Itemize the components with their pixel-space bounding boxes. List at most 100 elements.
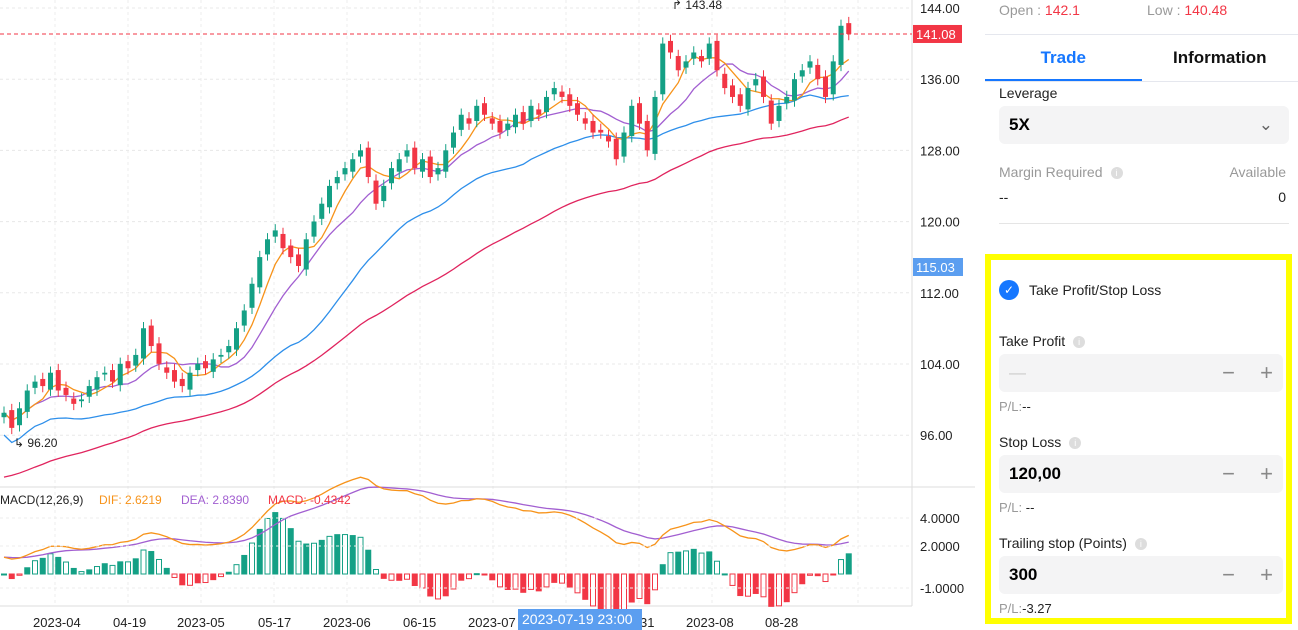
macd-bar: [621, 573, 627, 616]
candle-body: [435, 168, 441, 175]
macd-bar: [109, 564, 116, 575]
price-chart[interactable]: 144.00 136.00 128.00 120.00 112.00 104.00 96.0…: [0, 0, 975, 630]
candle-body: [373, 180, 379, 204]
candle-body: [1, 412, 7, 418]
minus-icon[interactable]: −: [1222, 461, 1235, 486]
minus-icon[interactable]: −: [1222, 360, 1235, 385]
macd-bar: [272, 512, 279, 575]
price-tick: 112.00: [920, 286, 959, 301]
candle-body: [350, 159, 356, 172]
macd-bar: [132, 558, 139, 575]
macd-bar: [303, 543, 310, 575]
leverage-value: 5X: [1009, 115, 1030, 134]
margin-label: Margin Required i: [999, 164, 1123, 180]
info-icon[interactable]: i: [1110, 167, 1123, 179]
macd-bar: [70, 567, 77, 575]
date-tick: 08-28: [765, 615, 798, 630]
info-icon[interactable]: i: [1134, 538, 1147, 550]
available-label: Available: [1229, 164, 1286, 180]
plus-icon[interactable]: +: [1260, 461, 1273, 486]
macd-bar: [218, 573, 224, 578]
leverage-select[interactable]: 5X ⌄: [999, 106, 1289, 144]
trailing-stop-input[interactable]: 300− +: [999, 556, 1283, 594]
candle-body: [55, 370, 61, 391]
candle-body: [296, 254, 301, 266]
candle-body: [714, 40, 720, 71]
macd-bar: [559, 573, 565, 584]
candle-body: [319, 203, 325, 219]
candle-body: [334, 177, 340, 184]
take-profit-input[interactable]: — − +: [999, 354, 1283, 392]
macd-bar: [8, 573, 15, 580]
macd-bar: [225, 571, 232, 575]
macd-bar: [698, 552, 705, 575]
candle-body: [489, 118, 495, 124]
macd-bar: [551, 573, 558, 583]
macd-bar: [78, 571, 85, 575]
macd-bar: [442, 573, 449, 597]
candle-body: [156, 343, 162, 364]
macd-bar: [148, 551, 155, 575]
candle-body: [776, 105, 782, 121]
plus-icon[interactable]: +: [1260, 360, 1273, 385]
info-icon[interactable]: i: [1073, 336, 1086, 348]
stop-loss-input[interactable]: 120,00− +: [999, 455, 1283, 493]
macd-bar: [210, 573, 217, 581]
macd-bar: [721, 573, 728, 576]
macd-tick: -1.0000: [920, 581, 964, 596]
ma-line-long: [3, 116, 849, 478]
candle-body: [768, 100, 774, 124]
dea-label: DEA: 2.8390: [181, 493, 249, 507]
macd-bar: [489, 573, 496, 581]
candle-body: [784, 96, 790, 104]
candle-body: [466, 118, 472, 124]
candle-body: [365, 147, 371, 178]
macd-bar: [32, 560, 38, 575]
macd-bar: [675, 551, 682, 575]
candle-body: [497, 120, 503, 133]
minus-icon[interactable]: −: [1222, 562, 1235, 587]
candle-body: [598, 129, 604, 133]
candle-body: [559, 91, 565, 97]
candle-body: [823, 76, 828, 97]
macd-bar: [334, 534, 341, 575]
candle-body: [420, 159, 425, 172]
candle-body: [458, 114, 464, 130]
tab-trade[interactable]: Trade: [985, 35, 1142, 81]
macd-bar: [233, 564, 240, 575]
candle-body: [148, 325, 154, 347]
take-profit-label: Take Profit i: [999, 333, 1086, 349]
macd-bar: [249, 542, 255, 575]
candle-body: [691, 52, 697, 59]
info-icon[interactable]: i: [1069, 437, 1082, 449]
candle-body: [234, 328, 239, 350]
open-readout: Open : 142.1: [999, 2, 1080, 18]
current-price-label: 141.08: [916, 27, 956, 42]
macd-bar: [807, 573, 813, 576]
candle-body: [567, 94, 573, 106]
candle-body: [195, 363, 201, 371]
macd-bar: [388, 573, 395, 581]
candle-body: [280, 233, 286, 249]
candle-body: [203, 361, 208, 369]
macd-bar: [117, 561, 124, 575]
macd-bar: [466, 573, 472, 580]
macd-bar: [1, 573, 7, 576]
candle-body: [63, 387, 69, 395]
macd-bar: [752, 573, 759, 594]
candle-body: [505, 123, 511, 130]
min-price-label: ↳ 96.20: [14, 436, 58, 450]
macd-bar: [597, 573, 604, 610]
candle-body: [613, 138, 619, 160]
tab-information[interactable]: Information: [1173, 48, 1267, 67]
macd-bar: [311, 542, 317, 575]
macd-bar: [256, 528, 263, 575]
macd-bar: [644, 573, 651, 605]
candle-body: [342, 168, 348, 175]
macd-bar: [365, 549, 372, 575]
macd-bar: [768, 573, 775, 607]
macd-bar: [535, 573, 542, 592]
tpsl-checkbox[interactable]: ✓: [999, 280, 1019, 300]
plus-icon[interactable]: +: [1260, 562, 1273, 587]
trailing-stop-label: Trailing stop (Points) i: [999, 535, 1147, 551]
